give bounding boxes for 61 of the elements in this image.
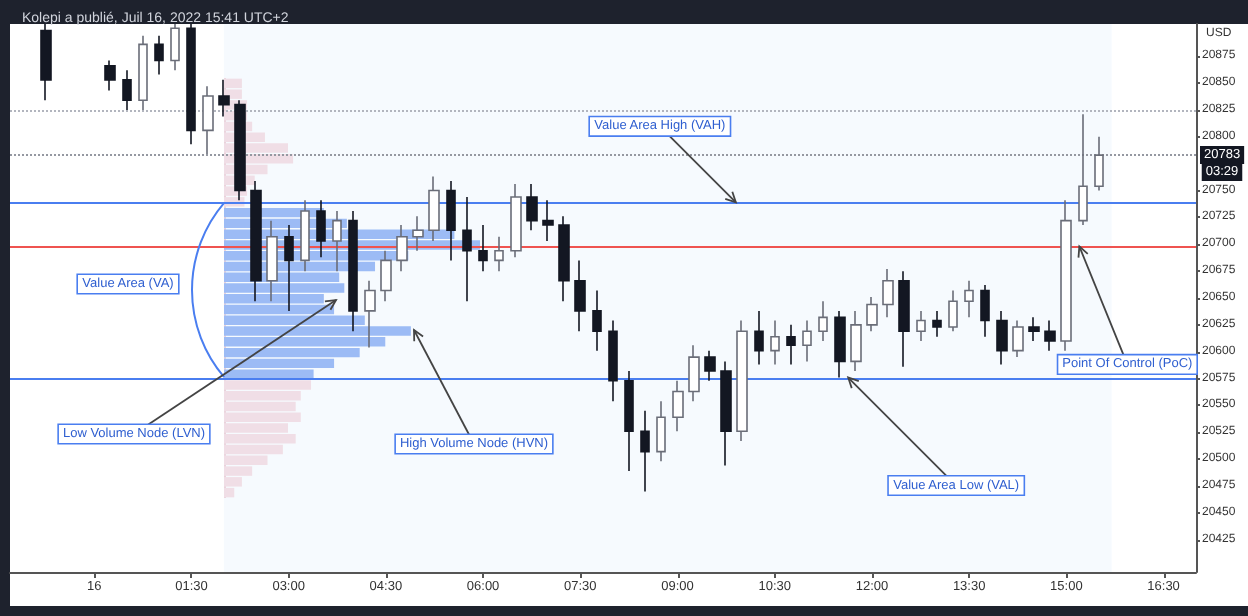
candlestick bbox=[1078, 113, 1088, 226]
candlestick bbox=[996, 310, 1008, 366]
candlestick bbox=[104, 59, 116, 92]
candlestick bbox=[1028, 316, 1040, 342]
candlestick bbox=[720, 360, 732, 467]
candlestick bbox=[898, 270, 910, 368]
candlestick bbox=[1044, 319, 1056, 352]
candlestick bbox=[138, 35, 148, 111]
candlestick bbox=[688, 344, 700, 402]
candlestick bbox=[882, 268, 894, 319]
candlestick bbox=[834, 310, 846, 379]
candlestick bbox=[186, 23, 196, 146]
candlestick bbox=[980, 284, 990, 338]
candlestick bbox=[364, 280, 376, 349]
candlestick bbox=[40, 23, 52, 102]
candlestick bbox=[754, 310, 764, 366]
candlestick bbox=[656, 400, 666, 463]
candlestick bbox=[1012, 319, 1024, 358]
candlestick bbox=[412, 215, 424, 252]
candlestick bbox=[428, 175, 440, 242]
candlestick bbox=[818, 300, 828, 342]
candlestick bbox=[284, 224, 294, 312]
candlestick bbox=[250, 180, 262, 303]
candlestick bbox=[300, 199, 310, 272]
candlestick bbox=[802, 319, 812, 363]
candlestick bbox=[850, 310, 862, 372]
candlestick bbox=[866, 296, 878, 333]
candlestick bbox=[462, 196, 472, 303]
candlestick bbox=[380, 249, 392, 303]
candlestick bbox=[1094, 136, 1104, 192]
candlestick bbox=[332, 210, 342, 272]
candlestick bbox=[494, 235, 504, 272]
candlestick bbox=[154, 35, 164, 76]
candlestick bbox=[704, 349, 716, 382]
candlestick bbox=[640, 410, 650, 493]
candlestick bbox=[396, 224, 408, 272]
candlestick bbox=[542, 199, 554, 242]
candlestick bbox=[266, 219, 278, 303]
candlestick bbox=[608, 319, 618, 402]
candlestick bbox=[672, 379, 684, 433]
candlestick bbox=[932, 310, 942, 338]
candlestick bbox=[948, 289, 958, 333]
candlestick bbox=[526, 183, 538, 232]
candlestick bbox=[624, 370, 634, 472]
candlestick bbox=[218, 79, 230, 118]
candlestick bbox=[348, 210, 358, 333]
candlestick bbox=[234, 99, 246, 202]
candlestick bbox=[736, 319, 748, 442]
candlestick bbox=[574, 259, 586, 333]
candlestick bbox=[916, 310, 926, 342]
candlestick bbox=[964, 280, 974, 319]
candlestick bbox=[770, 319, 780, 366]
candlestick bbox=[510, 183, 522, 258]
candlestick bbox=[478, 224, 488, 272]
candlestick bbox=[202, 85, 214, 155]
candlestick bbox=[316, 199, 326, 258]
candlestick bbox=[558, 215, 570, 303]
candlestick bbox=[786, 324, 796, 366]
candlestick bbox=[592, 289, 602, 352]
candlestick bbox=[122, 69, 132, 111]
candlestick bbox=[446, 180, 456, 262]
